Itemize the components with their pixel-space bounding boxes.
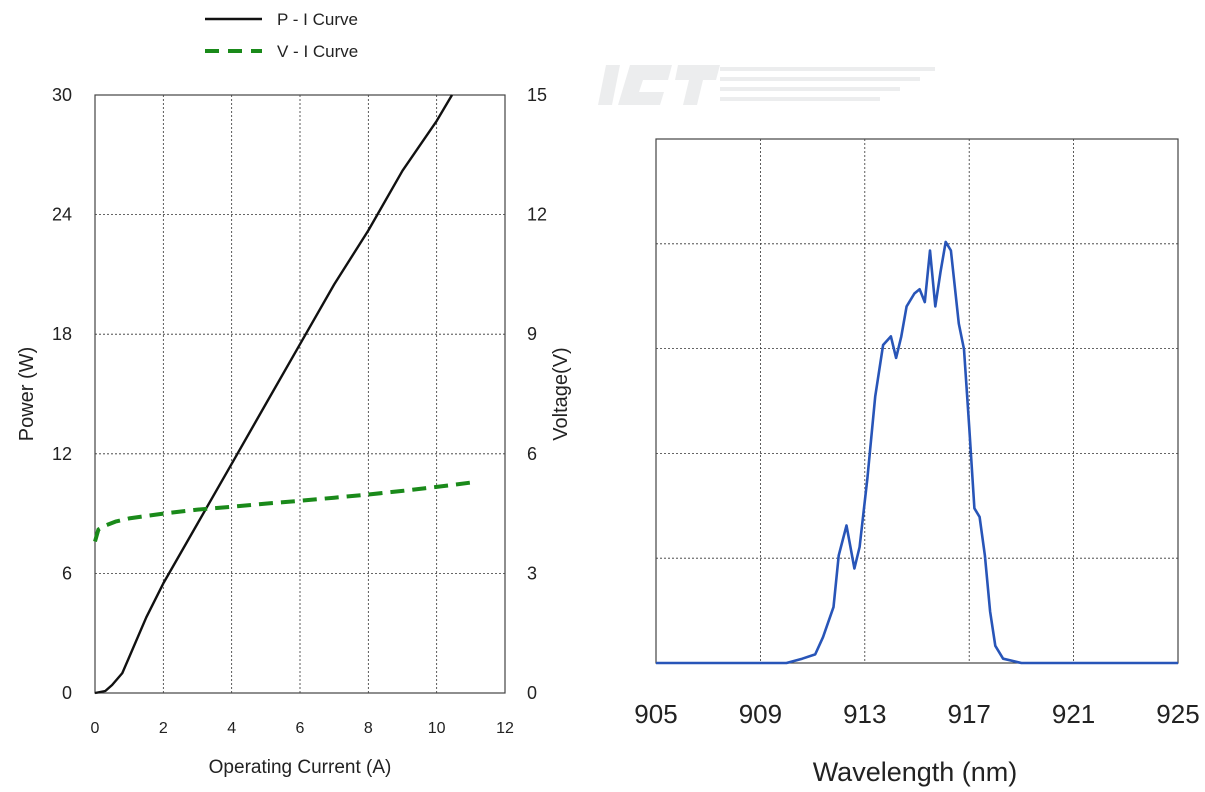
- power-tick-label: 12: [52, 444, 72, 464]
- power-tick-label: 0: [62, 683, 72, 703]
- left-x-ticks: 0 2 4 6 8 10 12: [91, 720, 514, 737]
- right-y-axis-label: Voltage(V): [550, 347, 572, 440]
- spectrum-grid: [656, 139, 1178, 663]
- legend: P - I Curve V - I Curve: [205, 10, 358, 61]
- voltage-tick-label: 15: [527, 85, 547, 105]
- spectrum-x-tick-label: 913: [843, 699, 886, 729]
- vi-curve-line: [93, 479, 478, 543]
- left-x-tick-label: 8: [364, 720, 373, 737]
- spectrum-x-tick-label: 917: [948, 699, 991, 729]
- spectrum-series: [656, 240, 1178, 665]
- voltage-tick-label: 0: [527, 683, 537, 703]
- power-tick-label: 6: [62, 563, 72, 583]
- power-tick-label: 30: [52, 85, 72, 105]
- spectrum-plot-frame: [655, 138, 1179, 664]
- voltage-tick-label: 6: [527, 444, 537, 464]
- left-y-ticks-power: 0 6 12 18 24 30: [52, 85, 72, 703]
- spectrum-chart: 905 909 913 917 921 925 Wavelength (nm): [634, 138, 1200, 787]
- spectrum-x-tick-label: 921: [1052, 699, 1095, 729]
- spectrum-x-tick-label: 909: [739, 699, 782, 729]
- left-x-tick-label: 6: [296, 720, 305, 737]
- pi-vi-chart: P - I Curve V - I Curve 0 2 4 6 8 10 12 061218…: [16, 10, 572, 778]
- spectrum-x-axis-label: Wavelength (nm): [813, 757, 1018, 787]
- pi-curve-line: [94, 94, 454, 695]
- spectrum-x-tick-label: 925: [1156, 699, 1199, 729]
- left-x-tick-label: 12: [496, 720, 514, 737]
- spectrum-line: [656, 240, 1178, 665]
- legend-label-vi: V - I Curve: [277, 42, 358, 61]
- left-x-tick-label: 0: [91, 720, 100, 737]
- left-x-axis-label: Operating Current (A): [209, 757, 392, 778]
- left-x-tick-label: 2: [159, 720, 168, 737]
- left-grid: [95, 95, 505, 693]
- left-plot-frame: [94, 94, 506, 694]
- legend-label-pi: P - I Curve: [277, 10, 358, 29]
- left-series: [93, 94, 478, 695]
- left-x-tick-label: 10: [428, 720, 446, 737]
- voltage-tick-label: 12: [527, 205, 547, 225]
- left-y-ticks-voltage: 0 3 6 9 12 15: [527, 85, 547, 703]
- voltage-tick-label: 9: [527, 324, 537, 344]
- spectrum-x-tick-label: 905: [634, 699, 677, 729]
- watermark-logo: [598, 65, 935, 105]
- power-tick-label: 18: [52, 324, 72, 344]
- left-x-tick-label: 4: [227, 720, 236, 737]
- spectrum-x-ticks: 905 909 913 917 921 925: [634, 699, 1199, 729]
- left-y-axis-label: Power (W): [16, 347, 38, 441]
- voltage-tick-label: 3: [527, 563, 537, 583]
- power-tick-label: 24: [52, 205, 72, 225]
